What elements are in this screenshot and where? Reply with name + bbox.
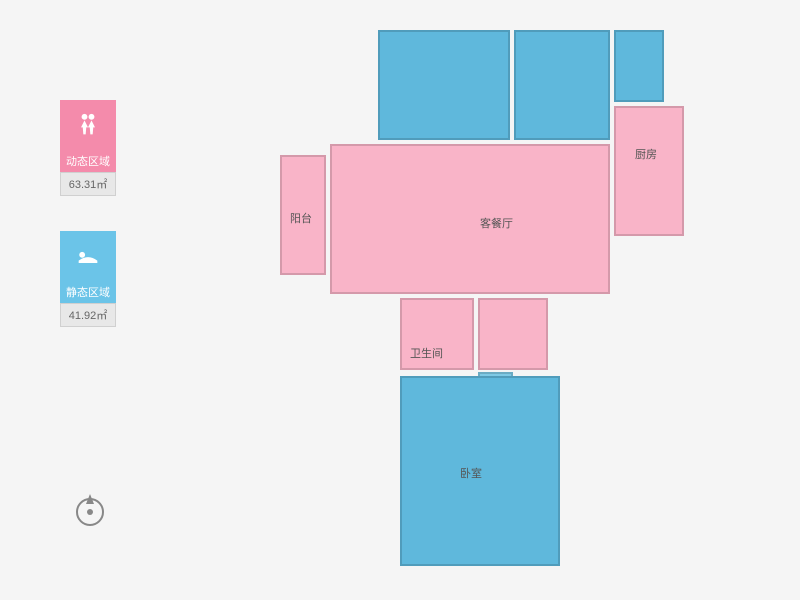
floorplan: 卧室卧室阳台厨房阳台客餐厅卫生间卧室 <box>280 20 720 580</box>
room-label-bathroom: 卫生间 <box>410 345 443 361</box>
compass-icon <box>70 490 110 535</box>
room-label-kitchen: 厨房 <box>635 146 657 162</box>
room-balcony-top <box>614 30 664 102</box>
room-bedroom-top-right <box>514 30 610 140</box>
room-label-bedroom-bottom: 卧室 <box>460 465 482 481</box>
legend-static-label: 静态区域 <box>60 281 116 303</box>
room-living <box>330 144 610 294</box>
room-bedroom-top-left <box>378 30 510 140</box>
legend-dynamic: 动态区域 63.31㎡ <box>60 100 116 196</box>
room-label-living: 客餐厅 <box>480 215 513 231</box>
room-label-balcony-left: 阳台 <box>290 210 312 226</box>
sleep-icon <box>60 231 116 281</box>
room-hallway <box>478 298 548 370</box>
legend-static-value: 41.92㎡ <box>60 303 116 327</box>
legend-panel: 动态区域 63.31㎡ 静态区域 41.92㎡ <box>60 100 116 362</box>
room-kitchen <box>614 106 684 236</box>
legend-dynamic-value: 63.31㎡ <box>60 172 116 196</box>
legend-static: 静态区域 41.92㎡ <box>60 231 116 327</box>
legend-dynamic-label: 动态区域 <box>60 150 116 172</box>
people-icon <box>60 100 116 150</box>
